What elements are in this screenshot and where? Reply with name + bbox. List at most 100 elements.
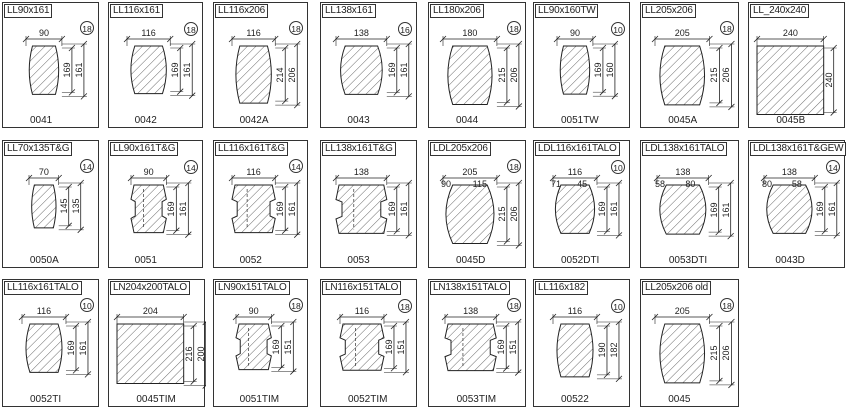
- height-label: 169: [170, 62, 181, 78]
- height-label: 215: [709, 345, 720, 361]
- width-label: 116: [354, 306, 370, 316]
- thickness-badge: 18: [507, 298, 521, 312]
- profile-code: 0051TIM: [239, 394, 280, 405]
- width-label: 116: [246, 28, 261, 38]
- profile-card: LL138x161T&G 138 169 161 0053: [320, 140, 417, 268]
- profile-title: LDL116x161TALO: [535, 142, 620, 156]
- profile-code: 0051TW: [560, 115, 599, 126]
- width-label: 90: [143, 167, 154, 177]
- height-label-outer: 161: [73, 62, 84, 78]
- width-label: 116: [246, 167, 261, 177]
- profile-drawing: [651, 35, 735, 111]
- profile-section: [116, 323, 185, 385]
- profile-title: LN138x151TALO: [430, 281, 510, 295]
- sub-width-label: 45: [577, 179, 588, 189]
- profile-title: LN116x151TALO: [322, 281, 402, 295]
- profile-title: LDL138x161TALO: [642, 142, 728, 156]
- width-label: 138: [781, 167, 797, 177]
- thickness-badge: 18: [507, 21, 521, 35]
- height-label-outer: 161: [398, 201, 409, 217]
- profile-card: LL205x206 old 205 215 206 0045 18: [640, 279, 739, 407]
- sub-width-label: 58: [655, 179, 666, 189]
- profile-card: LN204x200TALO 204 216 200 0045TIM: [108, 279, 206, 407]
- profile-card: LDL138x161TALO 138 58 80 169 161 0053DTI: [640, 140, 739, 268]
- sub-width-label: 80: [685, 179, 696, 189]
- height-label: 169: [596, 201, 607, 217]
- height-label: 169: [814, 201, 825, 217]
- width-label: 205: [674, 28, 690, 38]
- height-label: 169: [61, 62, 72, 78]
- height-label: 169: [383, 339, 394, 355]
- thickness-badge: 18: [720, 21, 734, 35]
- sub-width-label: 80: [762, 179, 773, 189]
- profile-card: LL116x161 116 169 161 0042 18: [108, 2, 203, 128]
- profile-code: 0052DTI: [560, 255, 600, 266]
- profile-section: [130, 184, 167, 234]
- profile-code: 0041: [29, 115, 53, 126]
- width-label: 204: [142, 306, 158, 316]
- thickness-badge: 18: [398, 299, 412, 313]
- profile-card: LL90x161T&G 90 169 161 0051 14: [108, 140, 203, 268]
- profile-section: [559, 45, 591, 95]
- profile-card: LL90x161 90 169 161 0041 18: [2, 2, 99, 128]
- profile-card: LL180x206 180 215 206 0044 18: [428, 2, 526, 128]
- profile-card: LL116x182 116 190 182 00522 10: [533, 279, 630, 407]
- height-label-outer: 206: [721, 345, 732, 361]
- profile-drawing: [113, 313, 206, 389]
- height-label: 169: [386, 62, 397, 78]
- profile-code: 0052TI: [29, 394, 62, 405]
- height-label-outer: 206: [287, 67, 298, 83]
- profile-card: LDL205x206 205 90 115 215 206 0045D 18: [428, 140, 526, 268]
- height-label-outer: 161: [182, 62, 193, 78]
- profile-card: LL70x135T&G 70 145 135 0050A 14: [2, 140, 99, 268]
- height-label: 216: [183, 346, 194, 362]
- thickness-badge: 10: [611, 299, 625, 313]
- profile-code: 0051: [134, 255, 157, 266]
- profile-card: LL205x206 205 215 206 0045A 18: [640, 2, 739, 128]
- profile-code: 0043: [347, 115, 370, 126]
- profile-card: LDL116x161TALO 116 71 45 169 161 0052DTI 10: [533, 140, 630, 268]
- profile-drawing: [232, 313, 297, 375]
- profile-title: LN90x151TALO: [215, 281, 290, 295]
- height-label-outer: 151: [395, 339, 406, 355]
- height-label-outer: 161: [77, 340, 88, 356]
- width-label: 205: [462, 167, 478, 177]
- profile-drawing: [123, 35, 196, 99]
- thickness-badge: 18: [720, 298, 734, 312]
- thickness-badge: 18: [507, 159, 521, 173]
- profile-drawing: [441, 313, 522, 376]
- profile-card: LN116x151TALO 116 169 151 0052TIM 18: [320, 279, 417, 407]
- profile-drawing: [753, 35, 837, 116]
- profile-title: LL116x161TALO: [4, 281, 82, 295]
- width-label: 70: [38, 167, 49, 177]
- profile-section: [235, 45, 272, 104]
- profile-title: LDL138x161T&GEW: [750, 142, 847, 156]
- profile-drawing: [439, 174, 523, 249]
- width-label: 205: [674, 306, 690, 316]
- width-label: 116: [141, 28, 156, 38]
- profile-code: 0043D: [775, 255, 805, 266]
- profile-title: LL138x161: [322, 4, 376, 18]
- height-label-outer: 206: [508, 206, 519, 222]
- height-label: 214: [275, 67, 286, 83]
- profile-section: [31, 184, 57, 229]
- profile-section: [335, 184, 388, 234]
- thickness-badge: 18: [184, 22, 198, 36]
- height-label-outer: 182: [608, 342, 619, 358]
- thickness-badge: 16: [398, 22, 412, 36]
- profile-section: [339, 323, 385, 371]
- profile-section: [130, 45, 167, 95]
- profile-drawing: [228, 35, 301, 109]
- height-label: 215: [496, 67, 507, 83]
- profile-title: LL116x182: [535, 281, 588, 295]
- profile-drawing: [336, 313, 410, 376]
- profile-title: LL70x135T&G: [4, 142, 73, 156]
- width-label: 90: [248, 306, 259, 316]
- sub-width-label: 90: [441, 179, 452, 189]
- profile-code: 0042: [134, 115, 157, 126]
- width-label: 138: [675, 167, 691, 177]
- width-label: 180: [462, 28, 478, 38]
- thickness-badge: 14: [289, 159, 303, 173]
- profile-card: LL116x161T&G 116 169 161 0052 14: [213, 140, 308, 268]
- profile-card: LL90x160TW 90 169 160 0051TW 10: [533, 2, 630, 128]
